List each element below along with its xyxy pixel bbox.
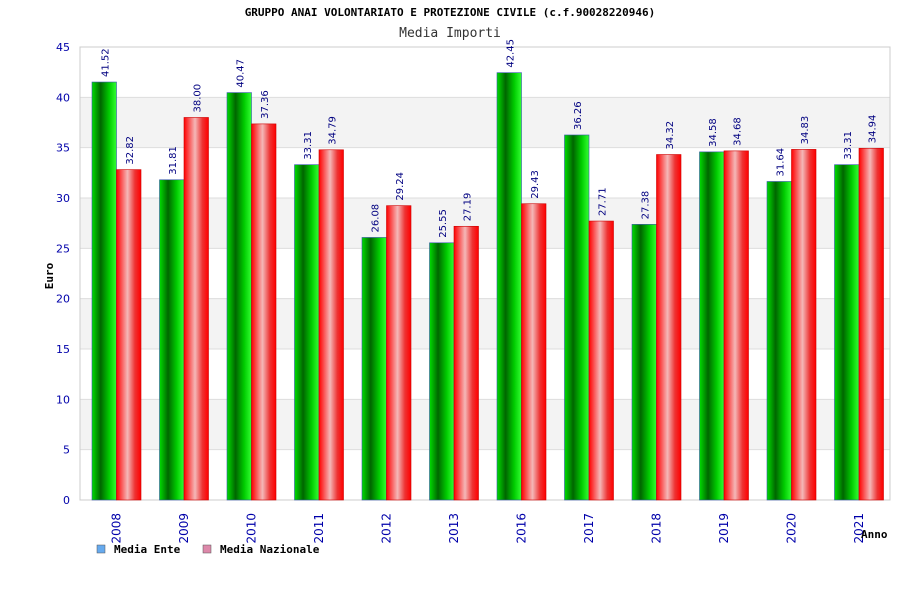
y-axis-ticks: 0 5 10 15 20 25 30 35 40 45 [56,41,70,507]
legend-label-media-ente: Media Ente [114,543,181,556]
bar [723,150,749,501]
bar [386,205,412,501]
data-label: 33.31 [843,131,854,160]
data-label: 41.52 [100,48,111,77]
data-label: 31.64 [775,148,786,177]
bar [159,179,185,501]
grid-band [80,399,890,450]
y-tick-label: 35 [56,142,70,155]
bar [858,147,884,501]
bar [496,72,522,501]
data-label: 34.83 [800,116,811,145]
data-label: 27.71 [597,187,608,216]
legend: Media Ente Media Nazionale [96,543,320,556]
bar [564,134,590,501]
data-label: 26.08 [370,204,381,233]
grid-band [80,147,890,198]
chart-subtitle: Media Importi [399,26,501,41]
chart-title: GRUPPO ANAI VOLONTARIATO E PROTEZIONE CI… [245,6,656,19]
y-tick-label: 15 [56,343,70,356]
bar [361,237,387,501]
y-tick-label: 40 [56,91,70,104]
x-axis-label: Anno [861,528,888,541]
y-tick-label: 30 [56,192,70,205]
y-tick-label: 20 [56,293,70,306]
x-axis-ticks: 2008 2009 2010 2011 2012 2013 2016 2017 2018 2019… [110,513,867,544]
y-axis-label: Euro [43,262,56,289]
data-label: 34.58 [708,118,719,147]
bar [294,164,320,501]
bar [429,242,455,501]
bar [791,149,817,501]
data-label: 33.31 [303,131,314,160]
data-label: 34.68 [732,117,743,146]
bar [699,151,725,501]
plot-background [79,46,891,501]
grid-band [80,198,890,249]
legend-item-media-nazionale: Media Nazionale [202,543,320,556]
y-tick-label: 0 [63,494,70,507]
grid-band [80,47,890,98]
bar [318,149,344,501]
plot-border [79,46,891,501]
bar [834,164,860,501]
data-label: 36.26 [573,101,584,130]
x-tick-label: 2011 [312,513,326,544]
bar [656,154,682,501]
grid-band [80,349,890,400]
bar [631,224,657,501]
legend-item-media-ente: Media Ente [96,543,181,556]
bars [91,72,884,501]
data-labels: 41.52 32.82 31.81 38.00 40.47 37.36 33.31 34.79… [100,39,878,238]
x-tick-label: 2008 [110,513,124,544]
bar [116,169,142,501]
x-tick-label: 2019 [717,513,731,544]
grid-band [80,449,890,500]
grid-band [80,97,890,148]
y-tick-label: 10 [56,393,70,406]
x-tick-label: 2018 [650,513,664,544]
x-tick-label: 2020 [785,513,799,544]
x-tick-label: 2012 [380,513,394,544]
data-label: 32.82 [125,136,136,165]
x-tick-label: 2010 [245,513,259,544]
bar [521,203,547,501]
data-label: 34.79 [327,116,338,145]
data-label: 29.43 [530,170,541,199]
x-tick-label: 2009 [177,513,191,544]
data-label: 25.55 [438,209,449,238]
data-label: 40.47 [235,59,246,88]
grid-band [80,248,890,299]
data-label: 37.36 [260,90,271,119]
y-tick-label: 25 [56,242,70,255]
x-tick-label: 2016 [515,513,529,544]
data-label: 31.81 [168,146,179,175]
bar [588,220,614,501]
bar [183,117,209,501]
y-tick-label: 45 [56,41,70,54]
bar [91,81,117,501]
x-tick-label: 2013 [447,513,461,544]
legend-label-media-nazionale: Media Nazionale [220,543,320,556]
data-label: 38.00 [192,84,203,113]
bar [226,92,252,501]
x-tick-label: 2021 [852,513,866,544]
bar [251,123,277,501]
x-tick-label: 2017 [582,513,596,544]
data-label: 42.45 [505,39,516,68]
data-label: 27.19 [462,193,473,222]
grid-band [80,298,890,349]
bar [766,181,792,501]
data-label: 34.94 [867,115,878,144]
y-tick-label: 5 [63,444,70,457]
bar [453,225,479,501]
data-label: 27.38 [640,191,651,220]
data-label: 34.32 [665,121,676,150]
legend-swatch-media-ente [96,544,106,554]
legend-swatch-media-nazionale [202,544,212,554]
data-label: 29.24 [395,172,406,201]
